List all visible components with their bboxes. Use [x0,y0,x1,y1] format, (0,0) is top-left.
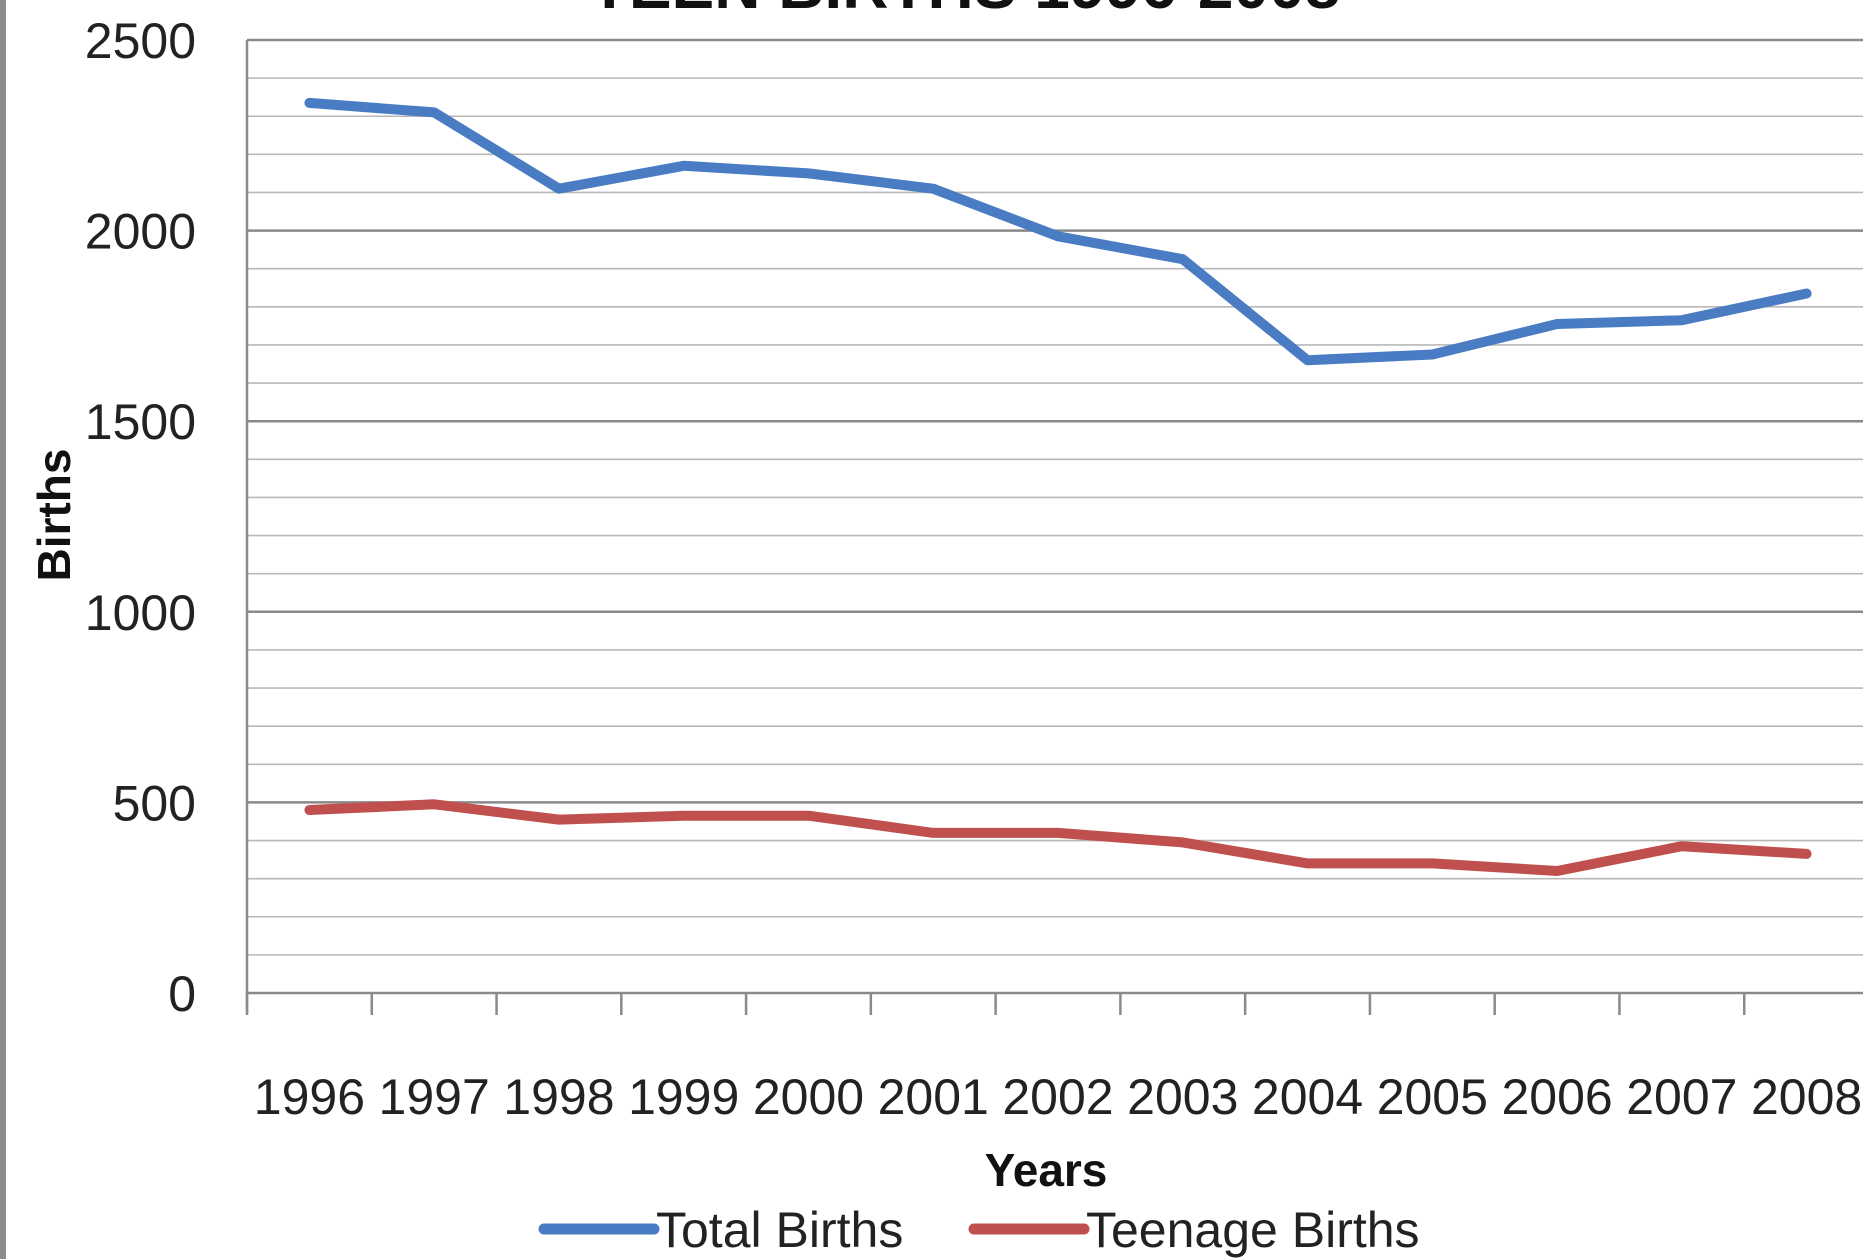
y-tick-label: 2500 [85,13,196,69]
x-tick-label: 1997 [379,1069,490,1125]
y-tick-label: 1500 [85,394,196,450]
x-tick-label: 2004 [1252,1069,1363,1125]
legend: Total Births Teenage Births [538,1202,1420,1258]
x-tick-label: 2005 [1377,1069,1488,1125]
x-tick-label: 2008 [1751,1069,1862,1125]
axes [245,40,1863,1015]
x-tick-label: 1999 [628,1069,739,1125]
series-line [304,97,1812,366]
x-tick-label: 1996 [254,1069,365,1125]
y-tick-label: 1000 [85,585,196,641]
y-tick-label: 500 [113,775,196,831]
x-tick-label: 2001 [878,1069,989,1125]
x-tick-label: 2000 [753,1069,864,1125]
x-tick-label: 1998 [503,1069,614,1125]
y-tick-label: 0 [168,966,196,1022]
y-tick-label: 2000 [85,204,196,260]
legend-label: Total Births [656,1202,903,1258]
x-axis-title: Years [985,1144,1108,1196]
x-tick-label: 2003 [1127,1069,1238,1125]
x-tick-label: 2006 [1501,1069,1612,1125]
x-tick-label: 2002 [1002,1069,1113,1125]
chart-title: TEEN BIRTHS 1996-2008 [590,0,1341,22]
legend-label: Teenage Births [1086,1202,1420,1258]
series-line [304,799,1812,876]
series-lines [304,97,1812,876]
y-axis-title: Births [28,449,80,582]
x-tick-label: 2007 [1626,1069,1737,1125]
gridlines [247,38,1863,956]
